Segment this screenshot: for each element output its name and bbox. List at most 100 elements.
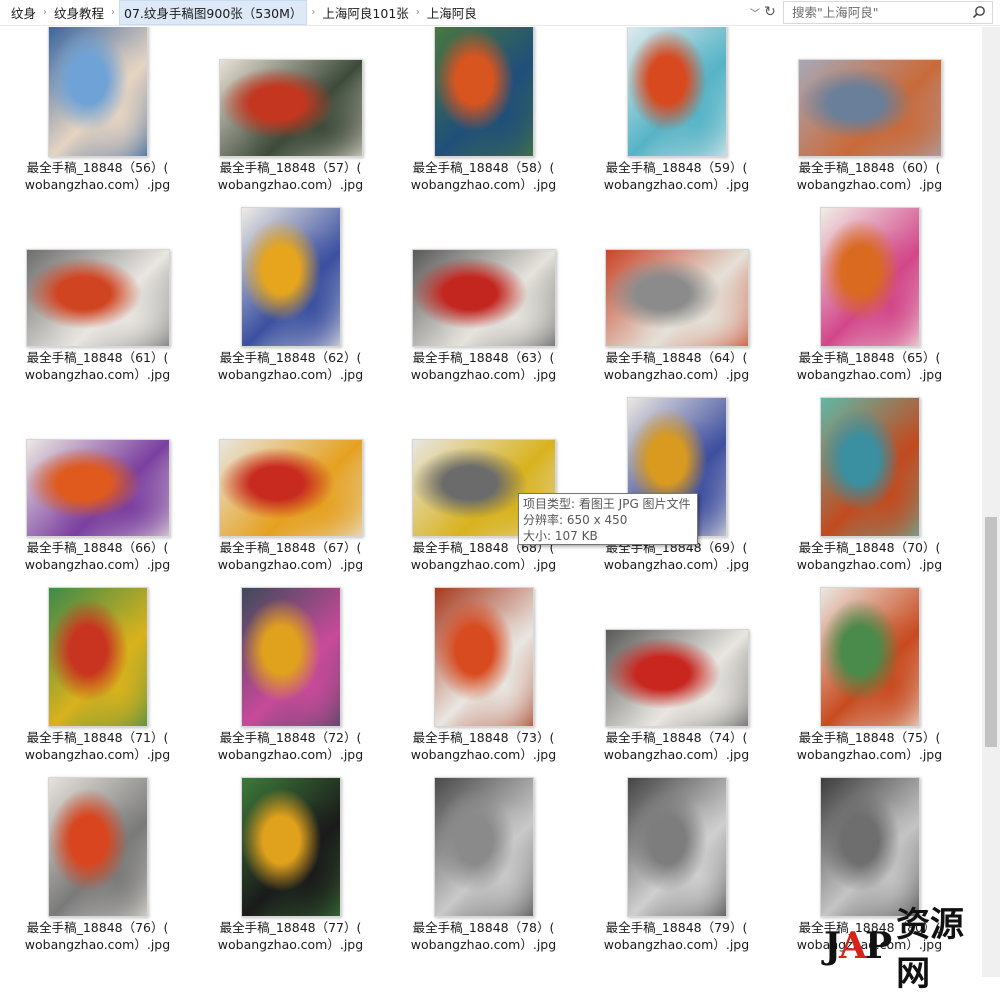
chevron-right-icon[interactable]: ›: [415, 7, 420, 18]
breadcrumb-item[interactable]: 纹身教程: [54, 6, 105, 21]
file-name-line1: 最全手稿_18848（72）(: [219, 730, 362, 745]
search-input[interactable]: [792, 5, 962, 20]
chevron-right-icon[interactable]: ›: [43, 7, 48, 18]
file-name-line1: 最全手稿_18848（73）(: [412, 730, 555, 745]
image-thumbnail[interactable]: [219, 59, 363, 157]
image-thumbnail[interactable]: [627, 777, 727, 917]
file-name-line2: wobangzhao.com）.jpg: [603, 177, 750, 192]
file-item[interactable]: 最全手稿_18848（80）(wobangzhao.com）.jpg: [782, 777, 957, 977]
file-name-line2: wobangzhao.com）.jpg: [410, 367, 557, 382]
file-name-line1: 最全手稿_18848（66）(: [26, 540, 169, 555]
file-name-line1: 最全手稿_18848（64）(: [605, 350, 748, 365]
file-item[interactable]: 最全手稿_18848（58）(wobangzhao.com）.jpg: [396, 27, 571, 217]
image-thumbnail[interactable]: [627, 27, 727, 157]
file-item[interactable]: 最全手稿_18848（59）(wobangzhao.com）.jpg: [589, 27, 764, 217]
file-name-line2: wobangzhao.com）.jpg: [217, 367, 364, 382]
image-thumbnail[interactable]: [48, 777, 148, 917]
file-name-line2: wobangzhao.com）.jpg: [24, 177, 171, 192]
file-name-line1: 最全手稿_18848（61）(: [26, 350, 169, 365]
scrollbar-thumb[interactable]: [985, 517, 997, 747]
file-item[interactable]: 最全手稿_18848（70）(wobangzhao.com）.jpg: [782, 397, 957, 597]
file-item[interactable]: 最全手稿_18848（57）( wobangzhao.com）.jpg: [203, 27, 378, 217]
file-name-line2: wobangzhao.com）.jpg: [603, 367, 750, 382]
file-item[interactable]: 最全手稿_18848（79）(wobangzhao.com）.jpg: [589, 777, 764, 977]
file-name-line2: wobangzhao.com）.jpg: [410, 557, 557, 572]
image-thumbnail[interactable]: [241, 207, 341, 347]
file-name-line2: wobangzhao.com）.jpg: [24, 367, 171, 382]
image-thumbnail[interactable]: [241, 777, 341, 917]
image-thumbnail[interactable]: [820, 397, 920, 537]
image-thumbnail[interactable]: [605, 249, 749, 347]
file-item[interactable]: 最全手稿_18848（73）(wobangzhao.com）.jpg: [396, 587, 571, 787]
file-item[interactable]: 最全手稿_18848（74）(wobangzhao.com）.jpg: [589, 597, 764, 787]
image-thumbnail[interactable]: [820, 777, 920, 917]
refresh-icon[interactable]: ↻: [764, 4, 776, 20]
file-name-line1: 最全手稿_18848（57）(: [219, 160, 362, 175]
image-thumbnail[interactable]: [48, 587, 148, 727]
file-item[interactable]: 最全手稿_18848（63）( wobangzhao.com）.jpg: [396, 217, 571, 407]
file-name-line2: wobangzhao.com）.jpg: [217, 747, 364, 762]
file-name-line2: wobangzhao.com）.jpg: [24, 937, 171, 952]
image-thumbnail[interactable]: [48, 27, 148, 157]
breadcrumb-item[interactable]: 上海阿良: [426, 6, 477, 21]
chevron-right-icon[interactable]: ›: [311, 7, 316, 18]
image-thumbnail[interactable]: [434, 777, 534, 917]
file-name-line1: 最全手稿_18848（58）(: [412, 160, 555, 175]
watermark-logo: JAP 资源网: [824, 905, 996, 994]
breadcrumb: 纹身 › 纹身教程 › 07.纹身手稿图900张（530M） › 上海阿良101张 › 上海阿良: [0, 0, 762, 25]
file-name-line1: 最全手稿_18848（75）(: [798, 730, 941, 745]
file-name-line1: 最全手稿_18848（67）(: [219, 540, 362, 555]
file-name-line1: 最全手稿_18848（63）(: [412, 350, 555, 365]
image-thumbnail[interactable]: [434, 587, 534, 727]
file-name-line1: 最全手稿_18848（62）(: [219, 350, 362, 365]
file-item[interactable]: 最全手稿_18848（60）(wobangzhao.com）.jpg: [782, 27, 957, 217]
tooltip-size: 大小: 107 KB: [523, 529, 598, 543]
image-thumbnail[interactable]: [26, 439, 170, 537]
file-name-line1: 最全手稿_18848（56）(: [26, 160, 169, 175]
file-item[interactable]: 最全手稿_18848（62）( wobangzhao.com）.jpg: [203, 207, 378, 407]
file-name-line2: wobangzhao.com）.jpg: [217, 557, 364, 572]
file-name-line1: 最全手稿_18848（77）(: [219, 920, 362, 935]
file-item[interactable]: 最全手稿_18848（78）(wobangzhao.com）.jpg: [396, 777, 571, 977]
file-item[interactable]: 最全手稿_18848（76）( wobangzhao.com）.jpg: [10, 777, 185, 977]
image-thumbnail[interactable]: [434, 27, 534, 157]
search-icon[interactable]: [972, 5, 986, 19]
image-thumbnail[interactable]: [219, 439, 363, 537]
breadcrumb-item[interactable]: 07.纹身手稿图900张（530M）: [119, 0, 308, 25]
image-thumbnail[interactable]: [241, 587, 341, 727]
search-box[interactable]: [783, 1, 993, 24]
history-dropdown-icon[interactable]: ﹀: [750, 8, 760, 20]
file-item[interactable]: 最全手稿_18848（75）(wobangzhao.com）.jpg: [782, 587, 957, 787]
file-info-tooltip: 项目类型: 看图王 JPG 图片文件 分辨率: 650 x 450 大小: 10…: [518, 493, 698, 545]
file-name-line2: wobangzhao.com）.jpg: [603, 557, 750, 572]
file-name-line2: wobangzhao.com）.jpg: [24, 557, 171, 572]
vertical-scrollbar[interactable]: [982, 27, 1000, 977]
file-item[interactable]: 最全手稿_18848（77）(wobangzhao.com）.jpg: [203, 777, 378, 977]
image-thumbnail[interactable]: [820, 207, 920, 347]
file-item[interactable]: 最全手稿_18848（66）( wobangzhao.com）.jpg: [10, 407, 185, 597]
file-item[interactable]: 最全手稿_18848（67）( wobangzhao.com）.jpg: [203, 407, 378, 597]
file-item[interactable]: 最全手稿_18848（56）( wobangzhao.com）.jpg: [10, 27, 185, 217]
image-thumbnail[interactable]: [605, 629, 749, 727]
breadcrumb-item[interactable]: 纹身: [11, 6, 37, 21]
watermark-text: 资源网: [896, 905, 965, 994]
file-item[interactable]: 最全手稿_18848（65）(wobangzhao.com）.jpg: [782, 207, 957, 407]
image-thumbnail[interactable]: [26, 249, 170, 347]
image-thumbnail[interactable]: [798, 59, 942, 157]
image-thumbnail[interactable]: [820, 587, 920, 727]
file-item[interactable]: 最全手稿_18848（64）( wobangzhao.com）.jpg: [589, 217, 764, 407]
image-thumbnail[interactable]: [412, 249, 556, 347]
file-name-line2: wobangzhao.com）.jpg: [217, 177, 364, 192]
file-item[interactable]: 最全手稿_18848（72）( wobangzhao.com）.jpg: [203, 587, 378, 787]
file-name-line1: 最全手稿_18848（65）(: [798, 350, 941, 365]
file-name-line1: 最全手稿_18848（76）(: [26, 920, 169, 935]
file-item[interactable]: 最全手稿_18848（61）( wobangzhao.com）.jpg: [10, 217, 185, 407]
file-item[interactable]: 最全手稿_18848（71）(wobangzhao.com）.jpg: [10, 587, 185, 787]
watermark-logo-mark: JAP: [824, 925, 892, 967]
file-name-line1: 最全手稿_18848（78）(: [412, 920, 555, 935]
address-bar[interactable]: 纹身 › 纹身教程 › 07.纹身手稿图900张（530M） › 上海阿良101张 › 上海阿良…: [0, 0, 1000, 26]
chevron-right-icon[interactable]: ›: [111, 7, 116, 18]
tooltip-resolution: 分辨率: 650 x 450: [523, 513, 628, 527]
file-name-line1: 最全手稿_18848（70）(: [798, 540, 941, 555]
breadcrumb-item[interactable]: 上海阿良101张: [322, 6, 409, 21]
